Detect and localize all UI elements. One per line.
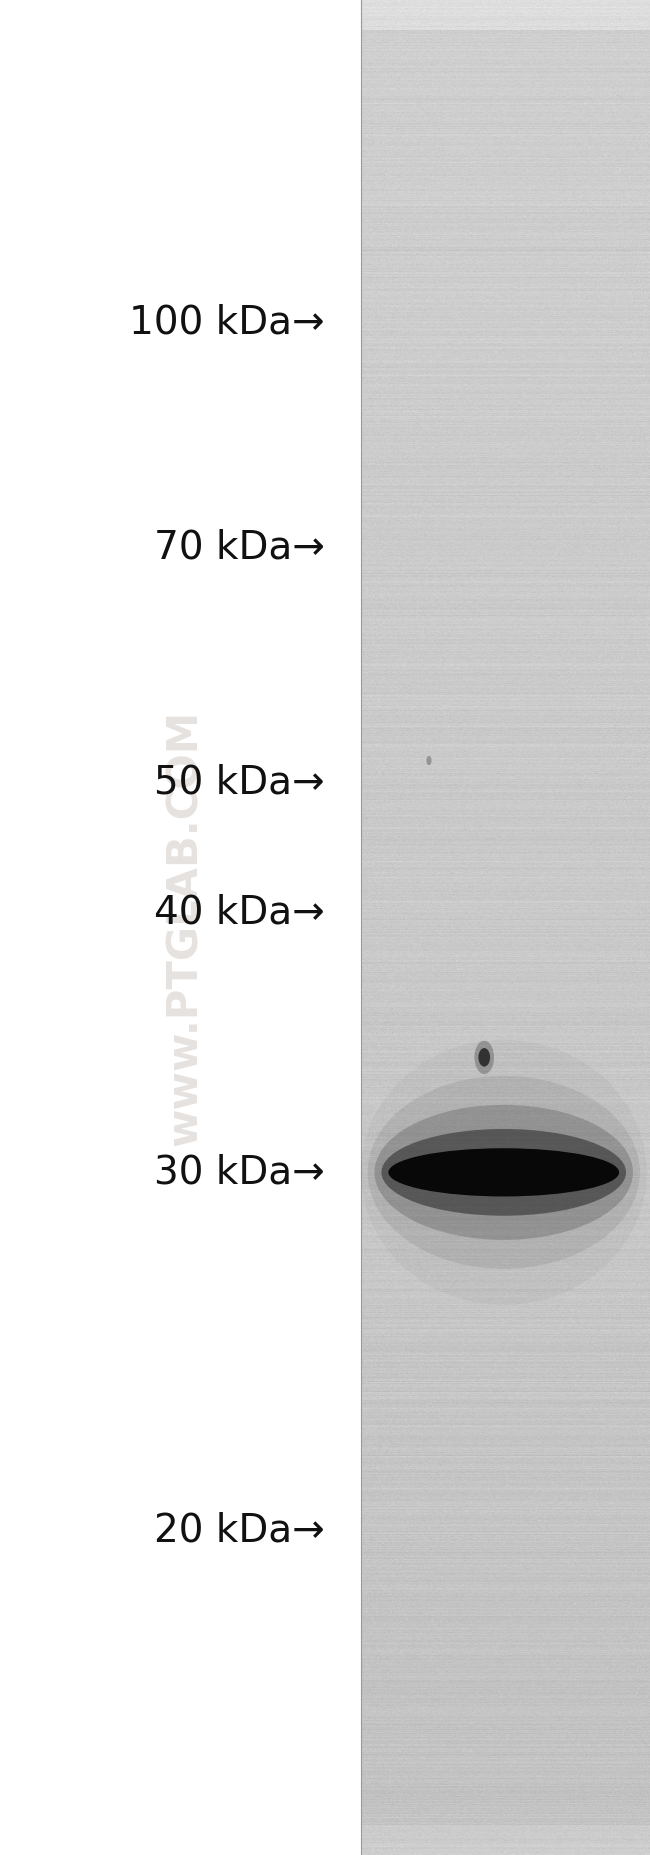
Ellipse shape [474,1041,494,1074]
Ellipse shape [382,1130,626,1215]
Ellipse shape [478,1048,490,1067]
Text: www.PTGLAB.COM: www.PTGLAB.COM [164,709,206,1146]
Text: 30 kDa→: 30 kDa→ [154,1154,325,1191]
Text: 70 kDa→: 70 kDa→ [154,529,325,566]
Text: 100 kDa→: 100 kDa→ [129,304,325,341]
Text: 50 kDa→: 50 kDa→ [155,764,325,801]
Text: 40 kDa→: 40 kDa→ [154,894,325,931]
Ellipse shape [389,1148,619,1196]
Ellipse shape [426,755,432,764]
Text: 20 kDa→: 20 kDa→ [154,1512,325,1549]
Ellipse shape [374,1106,633,1239]
Ellipse shape [368,1076,640,1269]
